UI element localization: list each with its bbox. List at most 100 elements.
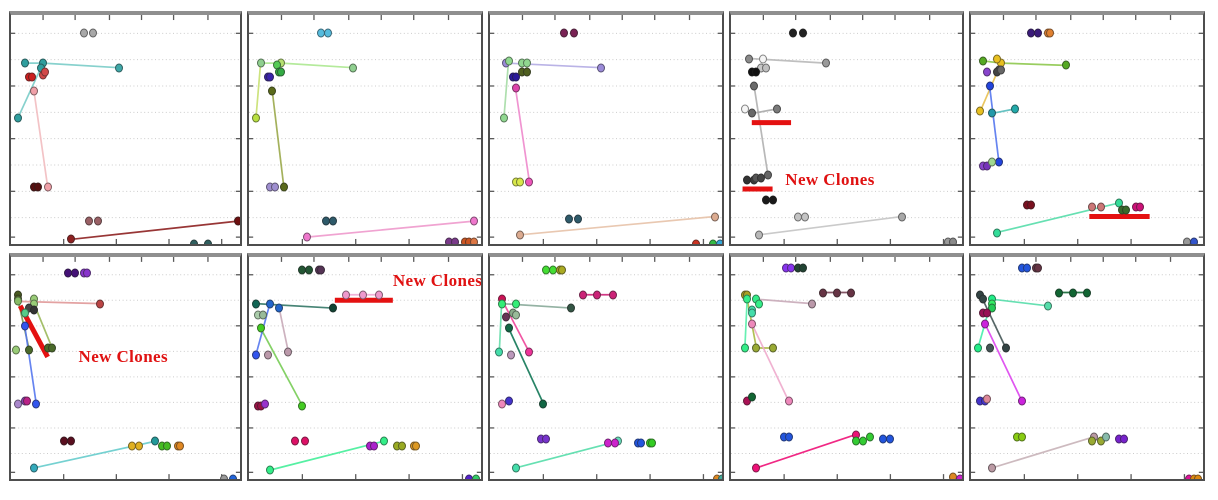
- data-point: [807, 299, 816, 309]
- data-point: [768, 343, 777, 353]
- data-point: [305, 265, 314, 275]
- trajectory-line: [270, 441, 384, 470]
- data-point: [495, 347, 504, 357]
- clone-plot-9: [729, 253, 964, 481]
- data-point: [504, 56, 513, 66]
- data-point: [497, 299, 506, 309]
- data-point: [511, 299, 520, 309]
- data-point: [256, 323, 265, 333]
- data-point: [27, 72, 36, 82]
- data-point: [1120, 434, 1129, 444]
- data-point: [983, 67, 992, 77]
- data-point: [374, 290, 383, 300]
- data-point: [511, 83, 520, 93]
- data-point: [569, 28, 578, 38]
- data-point: [608, 290, 617, 300]
- data-point: [1045, 28, 1054, 38]
- data-point: [592, 290, 601, 300]
- data-point: [1022, 263, 1031, 273]
- data-point: [20, 58, 29, 68]
- data-point: [525, 347, 534, 357]
- trajectory-line: [990, 86, 999, 162]
- data-point: [1122, 205, 1131, 215]
- figure-grid: New Clones New Clones New Clones: [9, 11, 1205, 481]
- data-point: [82, 268, 91, 278]
- data-point: [997, 65, 1006, 75]
- data-point: [303, 232, 311, 242]
- data-point: [1055, 288, 1064, 298]
- trajectory-line: [985, 324, 1022, 402]
- data-point: [750, 81, 759, 91]
- new-clones-annotation: New Clones: [392, 271, 483, 291]
- data-point: [715, 239, 722, 244]
- data-point: [300, 436, 309, 446]
- data-point: [983, 161, 992, 171]
- data-point: [298, 401, 307, 411]
- data-point: [29, 86, 38, 96]
- data-point: [379, 436, 388, 446]
- clone-plot-8: [488, 253, 724, 481]
- data-point: [1096, 202, 1105, 212]
- data-point: [251, 299, 260, 309]
- data-point: [13, 113, 22, 123]
- data-point: [43, 182, 52, 192]
- data-point: [611, 438, 620, 448]
- data-point: [992, 228, 1001, 238]
- data-point: [747, 319, 756, 329]
- trajectory-line: [754, 86, 768, 175]
- data-point: [219, 474, 228, 479]
- data-point: [470, 237, 479, 244]
- data-point: [29, 305, 38, 315]
- data-point: [754, 230, 763, 240]
- data-point: [1087, 436, 1096, 446]
- trajectory-line: [499, 304, 501, 353]
- trajectory-line: [504, 61, 509, 118]
- data-point: [176, 441, 185, 451]
- data-point: [784, 432, 793, 442]
- data-point: [1136, 202, 1145, 212]
- data-point: [270, 182, 279, 192]
- plot-canvas: [971, 15, 1203, 244]
- trajectory-line: [34, 91, 48, 187]
- data-point: [516, 177, 525, 187]
- data-point: [135, 441, 144, 451]
- data-point: [96, 299, 105, 309]
- data-point: [1018, 396, 1027, 406]
- data-point: [711, 212, 720, 222]
- data-point: [502, 312, 511, 322]
- data-point: [34, 182, 43, 192]
- data-point: [1034, 28, 1043, 38]
- data-point: [747, 308, 756, 317]
- data-point: [499, 113, 508, 123]
- data-point: [268, 86, 277, 96]
- data-point: [162, 441, 171, 451]
- data-point: [233, 216, 240, 226]
- data-point: [987, 463, 996, 473]
- data-point: [564, 214, 573, 224]
- data-point: [1043, 301, 1052, 311]
- data-point: [398, 441, 407, 451]
- data-point: [251, 350, 260, 360]
- data-point: [763, 170, 772, 180]
- data-point: [328, 303, 337, 313]
- data-point: [743, 294, 752, 304]
- data-point: [523, 58, 532, 68]
- data-point: [648, 438, 657, 448]
- data-point: [983, 394, 992, 404]
- new-clones-annotation: New Clones: [78, 346, 169, 366]
- data-point: [89, 28, 98, 38]
- trajectory-line: [745, 299, 747, 348]
- data-point: [412, 441, 421, 451]
- data-point: [511, 463, 520, 473]
- plot-canvas: [249, 15, 481, 244]
- new-clones-annotation: New Clones: [785, 169, 875, 189]
- data-point: [1011, 104, 1020, 114]
- data-point: [511, 72, 520, 82]
- data-point: [25, 345, 34, 355]
- data-point: [784, 396, 793, 406]
- data-point: [66, 234, 75, 244]
- data-point: [20, 321, 29, 331]
- data-point: [865, 432, 874, 442]
- data-point: [84, 216, 93, 226]
- trajectory-line: [756, 435, 855, 468]
